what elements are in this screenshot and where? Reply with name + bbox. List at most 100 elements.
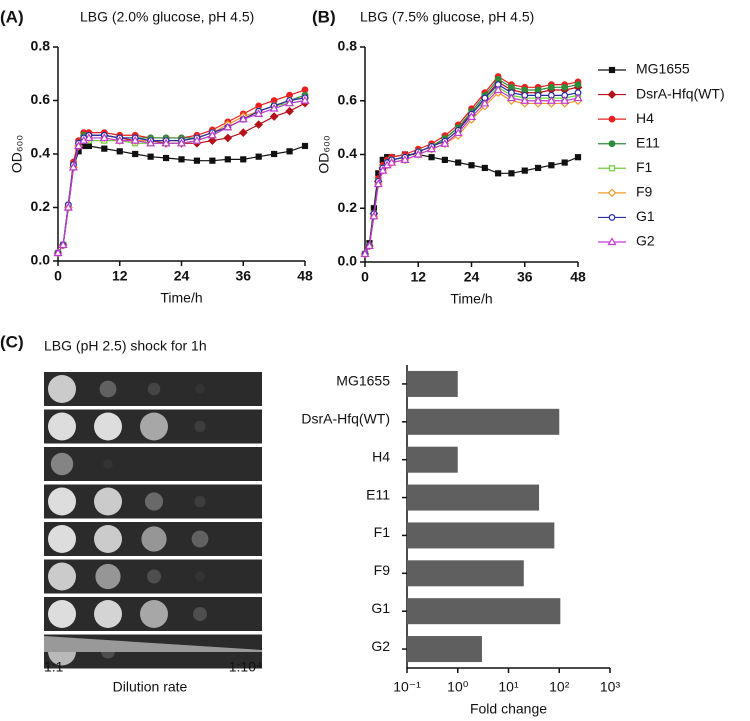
marker bbox=[254, 120, 264, 129]
marker bbox=[373, 179, 383, 188]
spot bbox=[141, 526, 167, 552]
marker bbox=[192, 135, 202, 144]
series-line bbox=[57, 97, 306, 254]
spot bbox=[48, 375, 76, 403]
marker bbox=[608, 165, 616, 172]
marker bbox=[494, 75, 502, 83]
spot bbox=[50, 452, 74, 476]
marker bbox=[453, 128, 463, 137]
spot bbox=[103, 459, 113, 469]
marker bbox=[85, 142, 92, 150]
x-tick-label: 0 bbox=[361, 269, 369, 285]
marker bbox=[508, 170, 515, 177]
marker bbox=[238, 128, 248, 137]
marker bbox=[466, 112, 477, 120]
bar bbox=[407, 408, 560, 435]
x-axis-label: Time/h bbox=[160, 290, 202, 306]
series-line bbox=[57, 102, 306, 254]
marker bbox=[548, 162, 555, 169]
marker bbox=[178, 156, 185, 163]
y-tick-label: 0.6 bbox=[338, 91, 358, 107]
marker bbox=[387, 157, 397, 166]
series-line bbox=[57, 97, 306, 254]
dilution-wedge bbox=[44, 636, 262, 652]
marker bbox=[364, 241, 374, 249]
marker bbox=[269, 103, 279, 112]
spot bbox=[94, 525, 122, 553]
y-axis-label: OD₆₀₀ bbox=[9, 135, 25, 173]
marker bbox=[481, 164, 488, 172]
marker bbox=[207, 130, 217, 139]
marker bbox=[223, 122, 233, 131]
marker bbox=[68, 162, 78, 171]
x-tick-label: 10⁰ bbox=[447, 679, 469, 695]
chart-title: LBG (7.5% glucose, pH 4.5) bbox=[360, 9, 534, 25]
y-tick-label: 0.2 bbox=[338, 199, 358, 215]
x-tick-label: 10⁻¹ bbox=[393, 679, 421, 695]
x-tick-label: 36 bbox=[235, 268, 251, 284]
spot bbox=[191, 530, 209, 548]
marker bbox=[53, 248, 63, 257]
marker bbox=[360, 249, 370, 258]
marker bbox=[286, 148, 293, 155]
marker bbox=[428, 154, 435, 161]
bar bbox=[407, 598, 561, 625]
marker bbox=[480, 98, 490, 107]
panel-label: (C) bbox=[0, 332, 24, 351]
spot bbox=[94, 412, 122, 441]
spot bbox=[48, 487, 76, 516]
spot bbox=[95, 563, 121, 590]
panel-label: (B) bbox=[312, 7, 336, 26]
x-tick-label: 10² bbox=[549, 679, 570, 695]
spot bbox=[94, 487, 122, 516]
marker bbox=[255, 153, 262, 160]
spot bbox=[48, 562, 76, 591]
y-tick-label: 0.8 bbox=[31, 38, 51, 54]
legend-label: DsrA-Hfq(WT) bbox=[636, 85, 725, 101]
marker bbox=[301, 142, 309, 150]
spot-assay bbox=[44, 372, 262, 669]
marker bbox=[608, 115, 616, 123]
marker bbox=[101, 145, 108, 152]
marker bbox=[440, 139, 450, 147]
spot bbox=[48, 525, 76, 553]
category-label: MG1655 bbox=[336, 373, 390, 389]
spot bbox=[48, 600, 76, 628]
marker bbox=[607, 188, 617, 198]
marker bbox=[506, 93, 516, 102]
axis-line bbox=[364, 47, 578, 263]
marker bbox=[546, 96, 556, 104]
marker bbox=[254, 109, 264, 117]
marker bbox=[300, 95, 310, 104]
marker bbox=[455, 159, 462, 166]
marker bbox=[547, 83, 555, 91]
marker bbox=[176, 138, 187, 147]
spot bbox=[147, 382, 161, 396]
marker bbox=[534, 86, 542, 94]
x-tick-label: 48 bbox=[297, 268, 313, 284]
dilution-label: 1:1 bbox=[44, 659, 64, 675]
series-line bbox=[57, 94, 306, 254]
y-tick-label: 0.0 bbox=[338, 253, 358, 269]
marker bbox=[58, 240, 68, 249]
spot bbox=[94, 600, 122, 628]
y-tick-label: 0.4 bbox=[31, 145, 51, 161]
legend-label: F1 bbox=[636, 159, 653, 175]
marker bbox=[468, 162, 475, 169]
x-tick-label: 12 bbox=[410, 269, 426, 285]
marker bbox=[209, 157, 216, 164]
marker bbox=[115, 135, 125, 144]
marker bbox=[493, 85, 503, 94]
spot-plate bbox=[44, 559, 262, 594]
bar bbox=[407, 484, 540, 511]
marker bbox=[521, 167, 528, 174]
series-line bbox=[57, 89, 306, 254]
marker bbox=[607, 90, 617, 99]
marker bbox=[74, 141, 84, 150]
x-tick-label: 10³ bbox=[600, 679, 621, 695]
spot-plate bbox=[44, 447, 262, 481]
spot bbox=[140, 412, 168, 441]
marker bbox=[441, 156, 448, 163]
marker bbox=[508, 83, 515, 91]
